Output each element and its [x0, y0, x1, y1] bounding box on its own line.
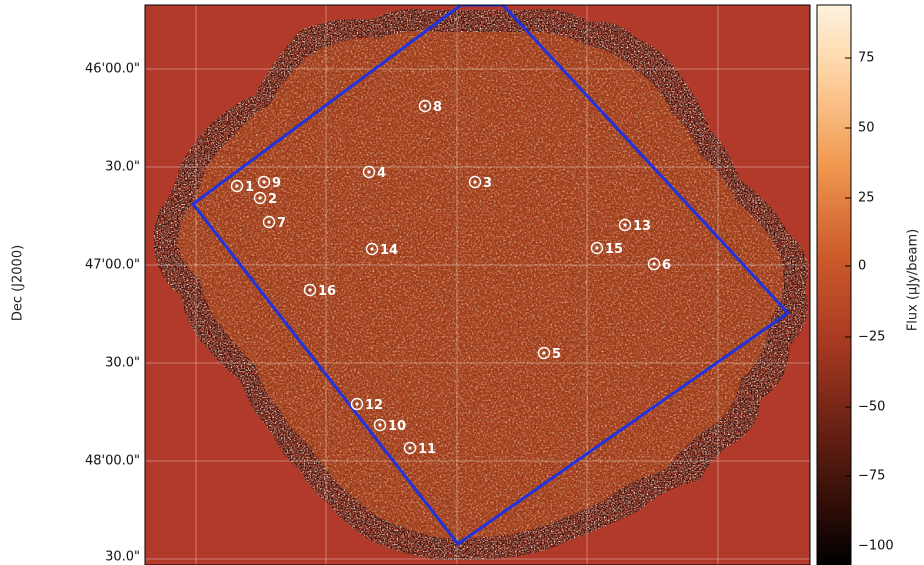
source-marker-dot: [367, 170, 371, 174]
source-marker: [618, 218, 632, 232]
source-marker: [230, 179, 244, 193]
y-tick-label: 30.0": [105, 549, 140, 565]
source-label: 10: [388, 419, 406, 434]
colorbar-tick-label: −50: [858, 399, 886, 415]
image-frame: [144, 4, 811, 565]
colorbar-tick-label: 25: [858, 190, 875, 206]
source-marker: [373, 418, 387, 432]
y-tick-label: 48'00.0": [84, 453, 140, 469]
source-marker-dot: [378, 423, 382, 427]
source-marker: [253, 191, 267, 205]
source-marker: [257, 175, 271, 189]
source-marker: [262, 215, 276, 229]
source-marker-dot: [370, 247, 374, 251]
source-marker-dot: [308, 288, 312, 292]
colorbar-ticks: [845, 57, 851, 547]
source-marker-dot: [473, 180, 477, 184]
source-label: 16: [318, 284, 336, 299]
colorbar-tick-label: −100: [858, 538, 894, 554]
colorbar-tick-label: −75: [858, 468, 886, 484]
y-tick-label: 47'00.0": [84, 257, 140, 273]
source-marker: [537, 346, 551, 360]
source-marker-dot: [652, 262, 656, 266]
colorbar-label: Flux (μJy/beam): [905, 228, 921, 332]
source-label: 2: [268, 192, 277, 207]
y-tick-label: 30.0": [105, 355, 140, 371]
source-marker: [418, 99, 432, 113]
colorbar: [816, 4, 852, 565]
source-marker-dot: [623, 223, 627, 227]
source-label: 7: [277, 216, 286, 231]
y-axis-label: Dec (J2000): [10, 244, 26, 322]
source-marker-dot: [262, 180, 266, 184]
survey-footprint: [190, 5, 791, 547]
source-marker: [303, 283, 317, 297]
source-marker-dot: [595, 246, 599, 250]
source-label: 13: [633, 219, 651, 234]
source-marker-dot: [235, 184, 239, 188]
source-label: 4: [377, 166, 386, 181]
colorbar-tick-label: −25: [858, 329, 886, 345]
source-marker-dot: [258, 196, 262, 200]
colorbar-tick-label: 0: [858, 258, 867, 274]
source-marker: [647, 257, 661, 271]
source-marker: [590, 241, 604, 255]
source-label: 11: [418, 442, 436, 457]
source-marker: [403, 441, 417, 455]
coordinate-grid: [145, 5, 810, 565]
source-marker-dot: [408, 446, 412, 450]
colorbar-tick-label: 75: [858, 50, 875, 66]
source-marker: [350, 397, 364, 411]
source-marker: [468, 175, 482, 189]
source-label: 12: [365, 398, 383, 413]
source-marker-dot: [423, 104, 427, 108]
source-marker-dot: [542, 351, 546, 355]
source-marker-dot: [267, 220, 271, 224]
source-label: 14: [380, 243, 398, 258]
source-label: 15: [605, 242, 623, 257]
source-label: 6: [662, 258, 671, 273]
source-label: 5: [552, 347, 561, 362]
source-label: 1: [245, 180, 254, 195]
source-marker: [365, 242, 379, 256]
colorbar-tick-label: 50: [858, 120, 875, 136]
y-tick-label: 30.0": [105, 159, 140, 175]
source-label: 8: [433, 100, 442, 115]
source-marker-dot: [355, 402, 359, 406]
y-tick-label: 46'00.0": [84, 61, 140, 77]
source-label: 9: [272, 176, 281, 191]
source-label: 3: [483, 176, 492, 191]
source-marker: [362, 165, 376, 179]
